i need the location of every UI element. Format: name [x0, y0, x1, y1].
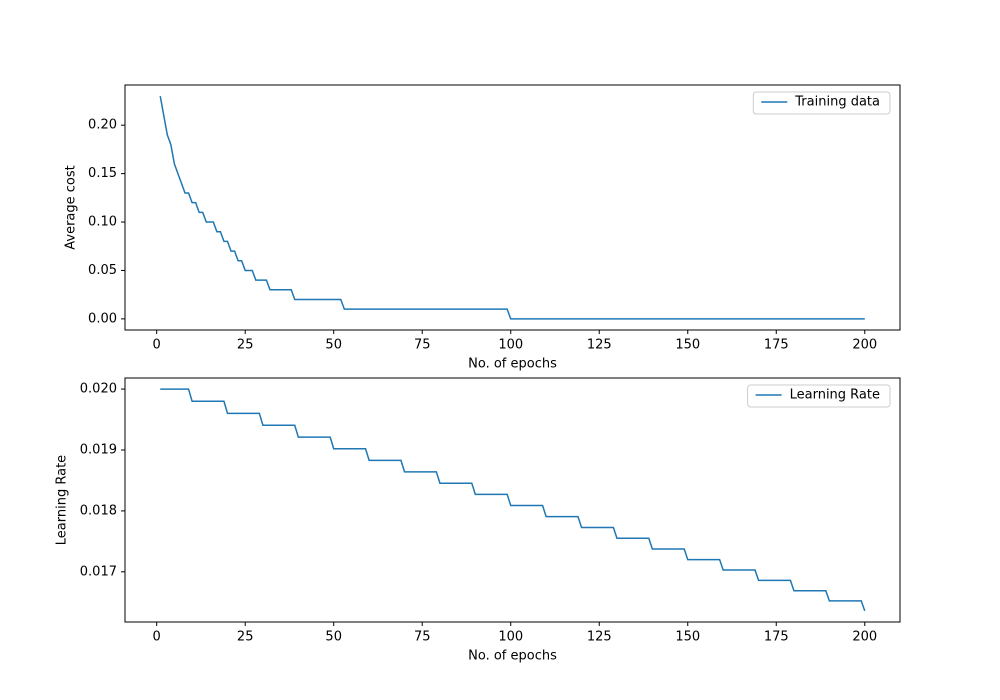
legend-box [747, 384, 891, 408]
x-tick-label: 150 [675, 338, 700, 353]
x-tick-label: 50 [325, 338, 342, 353]
x-tick-label: 50 [325, 630, 342, 645]
data-line [160, 388, 866, 612]
x-tick-label: 0 [153, 338, 161, 353]
y-axis-label: Average cost [64, 165, 79, 250]
x-tick-label: 175 [764, 338, 789, 353]
axes-frame [124, 377, 901, 623]
legend-label: Training data [794, 95, 880, 110]
x-tick-label: 125 [587, 630, 612, 645]
x-tick-label: 75 [414, 338, 431, 353]
y-tick-label: 0.20 [88, 118, 117, 133]
legend-box [752, 91, 891, 115]
y-tick-label: 0.017 [80, 564, 117, 579]
x-tick-label: 150 [675, 630, 700, 645]
legend-label: Learning Rate [790, 388, 880, 403]
y-axis-label: Learning Rate [55, 455, 70, 545]
y-tick-label: 0.15 [88, 166, 117, 181]
x-tick-label: 100 [498, 630, 523, 645]
y-tick-label: 0.020 [80, 382, 117, 397]
x-tick-label: 0 [153, 630, 161, 645]
x-tick-label: 25 [237, 630, 254, 645]
x-tick-label: 125 [587, 338, 612, 353]
y-tick-label: 0.05 [88, 263, 117, 278]
y-tick-label: 0.10 [88, 215, 117, 230]
x-tick-label: 200 [852, 630, 877, 645]
x-tick-label: 25 [237, 338, 254, 353]
y-tick-label: 0.00 [88, 311, 117, 326]
y-tick-label: 0.018 [80, 503, 117, 518]
x-axis-label: No. of epochs [468, 649, 557, 664]
x-tick-label: 175 [764, 630, 789, 645]
y-tick-label: 0.019 [80, 442, 117, 457]
data-line [159, 96, 865, 320]
x-tick-label: 200 [852, 338, 877, 353]
x-tick-label: 75 [414, 630, 431, 645]
x-tick-label: 100 [498, 338, 523, 353]
x-axis-label: No. of epochs [468, 357, 557, 372]
axes-frame [124, 84, 901, 331]
